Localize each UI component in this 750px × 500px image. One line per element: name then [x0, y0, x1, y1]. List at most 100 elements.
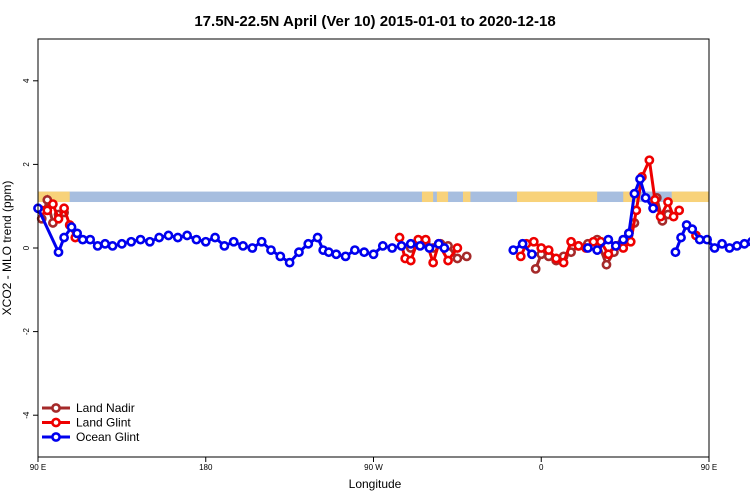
x-axis: 90 E 180 90 W 0 90 E: [30, 457, 717, 472]
data-point: [303, 238, 314, 249]
data-point: [732, 241, 742, 251]
y-axis-label: XCO2 - MLO trend (ppm): [0, 181, 14, 316]
data-point: [200, 236, 211, 247]
data-point: [349, 245, 360, 255]
data-point: [77, 234, 88, 245]
data-point: [515, 251, 526, 262]
legend-swatch-marker: [51, 432, 61, 442]
data-point: [461, 251, 472, 262]
data-point: [396, 241, 407, 251]
data-point: [724, 243, 735, 253]
data-point: [368, 249, 379, 260]
data-point: [59, 232, 69, 243]
legend-label: Land Glint: [76, 416, 131, 430]
data-point: [107, 241, 118, 251]
data-point: [508, 245, 519, 255]
data-point: [530, 263, 541, 274]
data-point: [116, 238, 127, 249]
data-point: [543, 245, 554, 255]
data-point: [405, 255, 416, 266]
data-point: [266, 245, 276, 255]
data-point: [663, 197, 673, 207]
data-point: [405, 238, 416, 249]
series-land-nadir: [36, 192, 673, 274]
data-point: [601, 259, 612, 270]
data-point: [42, 205, 53, 216]
legend-swatch-marker: [51, 417, 61, 428]
y-tick-label: 2: [22, 162, 31, 167]
land-band: [38, 191, 70, 203]
legend-label: Ocean Glint: [76, 430, 140, 444]
data-point: [655, 211, 666, 222]
data-point: [640, 192, 651, 203]
data-point: [294, 247, 304, 258]
data-point: [144, 236, 155, 247]
data-point: [517, 238, 528, 249]
data-point: [210, 232, 220, 243]
data-point: [694, 234, 705, 245]
x-tick-label: 90 W: [364, 463, 383, 472]
data-point: [668, 211, 679, 222]
data-point: [625, 236, 636, 247]
data-point: [359, 247, 370, 258]
data-point: [247, 243, 258, 253]
data-point: [582, 243, 593, 253]
data-point: [527, 249, 537, 260]
data-point: [709, 243, 720, 253]
legend-swatch-marker: [51, 403, 61, 413]
data-point: [394, 232, 405, 243]
x-tick-label: 90 E: [701, 463, 717, 472]
data-point: [603, 249, 614, 260]
data-point: [53, 247, 64, 258]
data-point: [92, 241, 103, 251]
data-point: [48, 199, 58, 210]
data-point: [85, 234, 96, 245]
data-point: [59, 203, 69, 214]
data-point: [551, 253, 562, 264]
data-point: [648, 203, 658, 214]
x-tick-label: 0: [539, 463, 544, 472]
data-point: [717, 238, 727, 249]
y-tick-label: 0: [22, 245, 31, 250]
legend-item: Ocean Glint: [42, 430, 140, 444]
data-point: [528, 236, 539, 247]
data-point: [126, 236, 137, 247]
data-point: [163, 230, 174, 241]
data-point: [228, 236, 239, 247]
data-point: [439, 243, 450, 253]
land-band: [436, 191, 449, 203]
data-point: [739, 238, 750, 249]
data-point: [452, 253, 463, 264]
land-sea-strip: [38, 191, 709, 203]
series-layer: [33, 154, 750, 274]
land-band: [517, 191, 598, 203]
data-point: [670, 247, 681, 258]
data-point: [428, 257, 439, 268]
data-point: [452, 243, 463, 253]
x-tick-label: 180: [199, 463, 213, 472]
data-point: [284, 257, 295, 268]
y-axis: -4 -2 0 2 4: [22, 78, 38, 419]
x-axis-label: Longitude: [349, 477, 402, 491]
land-band: [462, 191, 471, 203]
data-point: [618, 243, 629, 253]
data-point: [323, 247, 334, 258]
data-point: [558, 257, 569, 268]
data-point: [566, 236, 576, 247]
ocean-band: [38, 191, 709, 203]
data-point: [72, 228, 83, 239]
data-point: [623, 228, 634, 239]
series-ocean-glint: [33, 174, 750, 268]
legend-item: Land Glint: [42, 416, 131, 430]
legend-label: Land Nadir: [76, 401, 135, 415]
data-point: [340, 251, 351, 262]
data-point: [676, 232, 686, 243]
data-point: [387, 243, 398, 253]
data-point: [66, 222, 77, 232]
data-point: [650, 195, 660, 205]
data-point: [573, 241, 584, 251]
data-point: [420, 234, 431, 245]
y-tick-label: -4: [22, 411, 31, 419]
